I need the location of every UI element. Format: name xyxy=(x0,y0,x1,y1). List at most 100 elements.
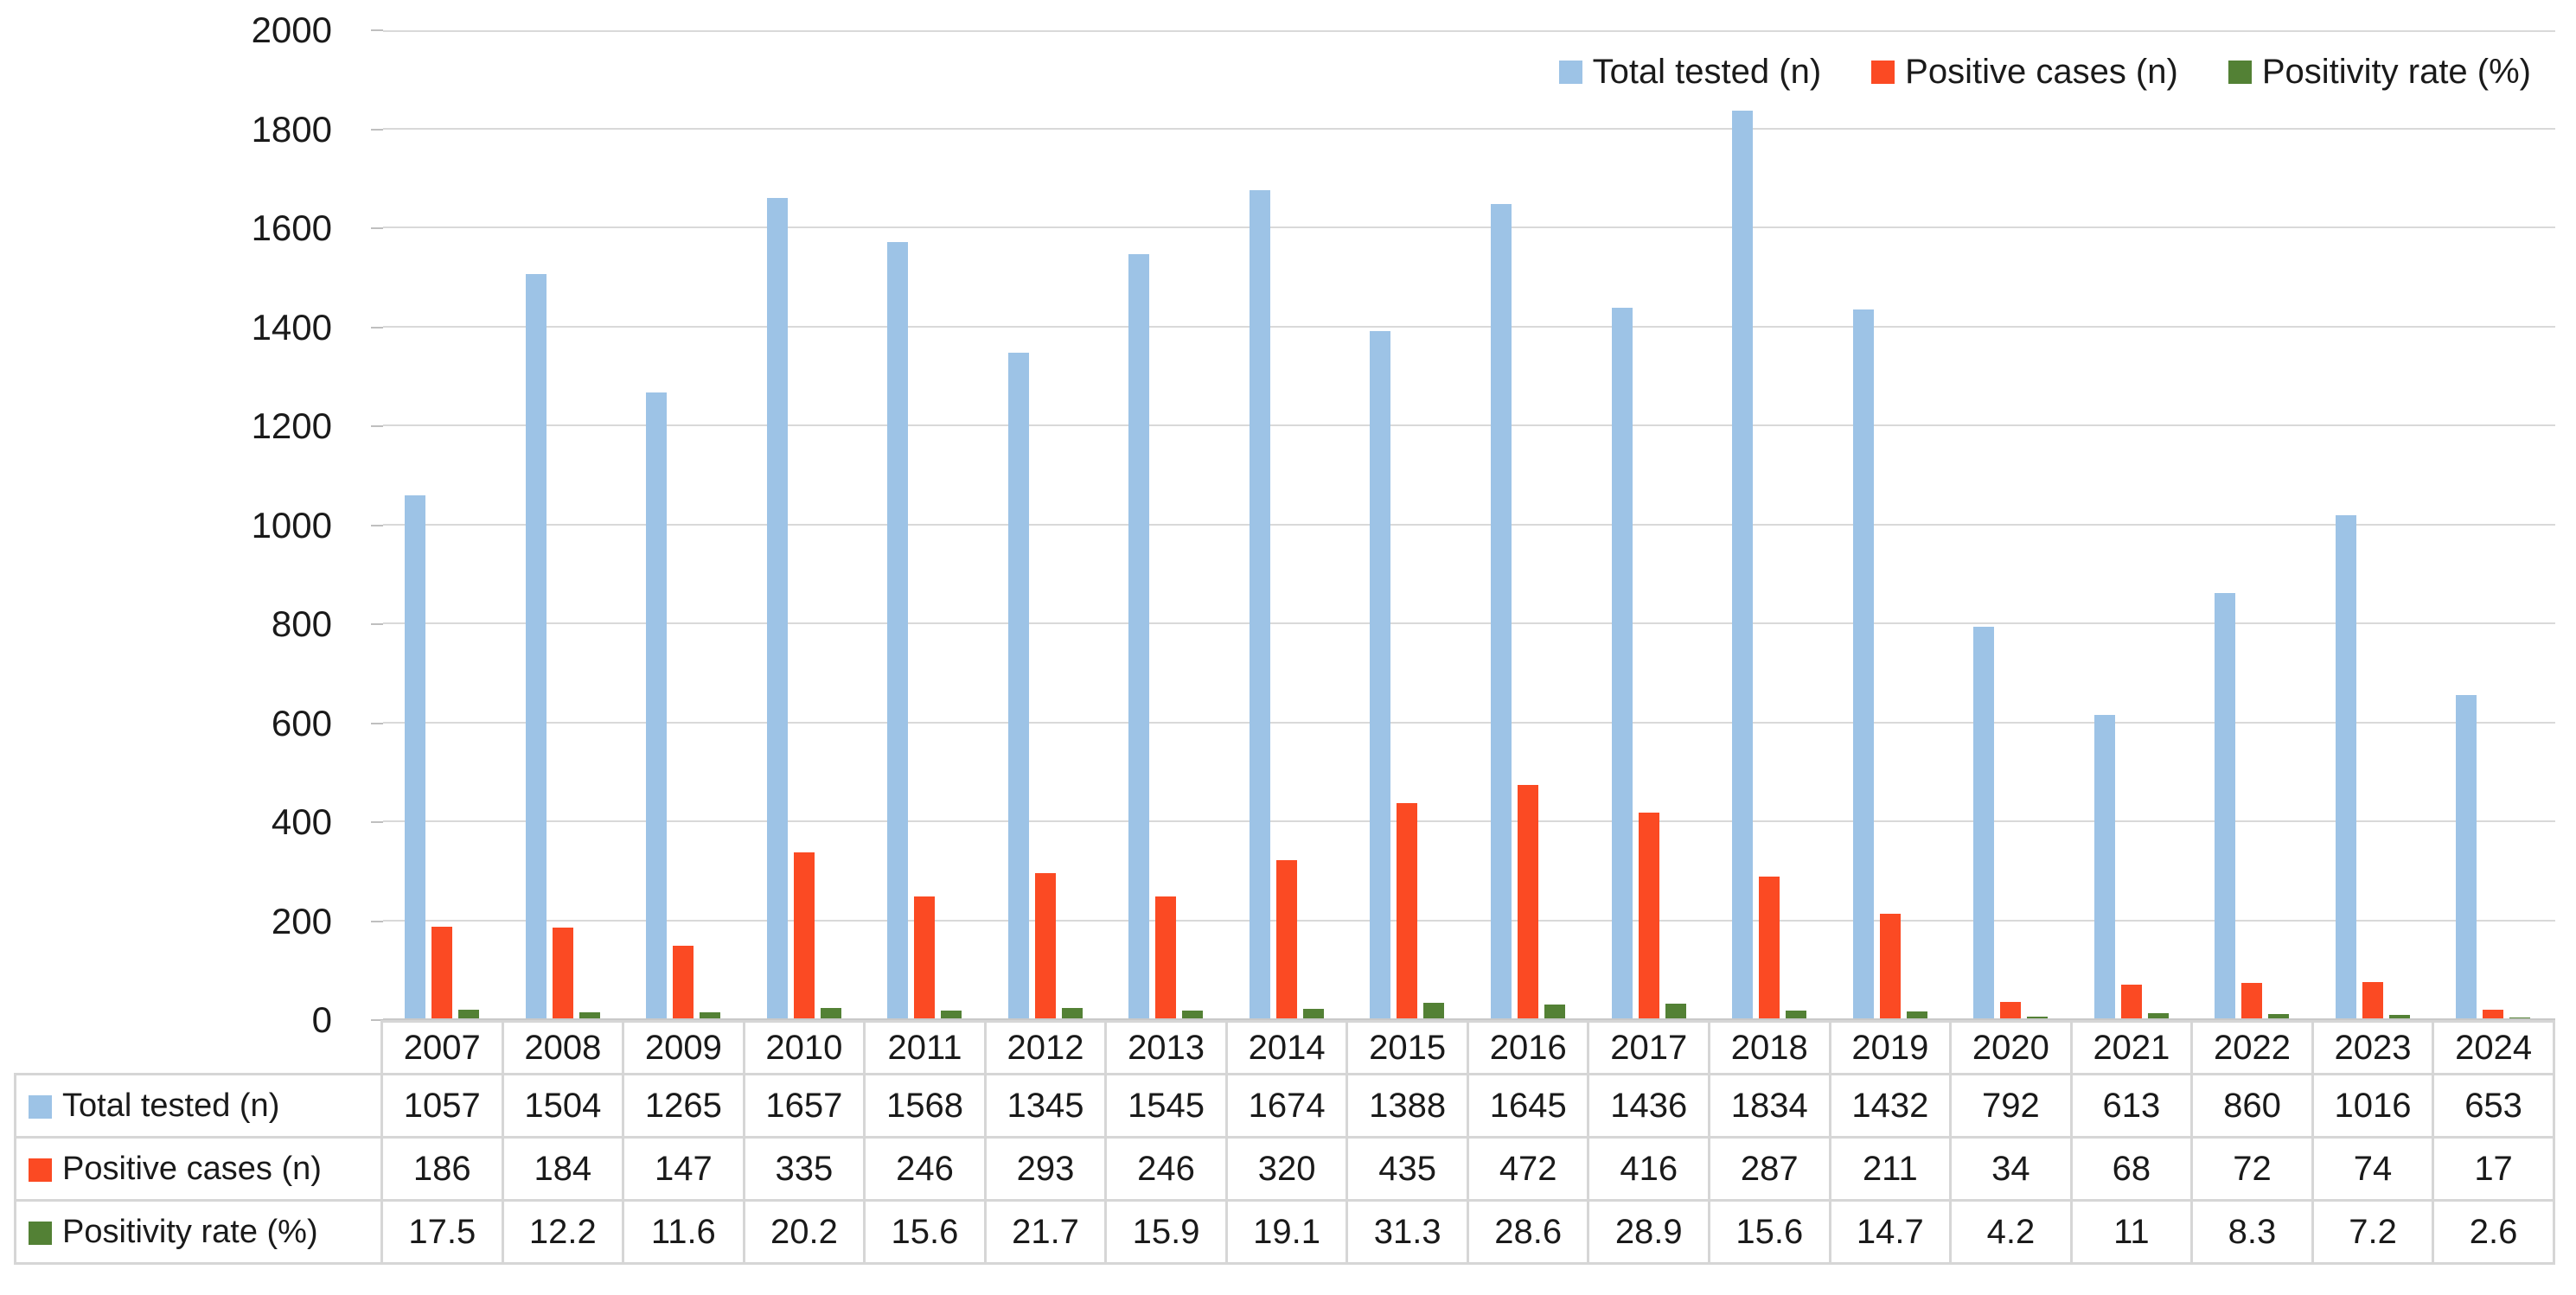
bar-total-tested-n-2007 xyxy=(405,494,425,1018)
y-axis-label-1400: 1400 xyxy=(251,306,332,348)
bar-total-tested-n-2011 xyxy=(887,242,909,1018)
cell-positive-cases-n-2008: 184 xyxy=(501,1136,625,1202)
y-axis-label-800: 800 xyxy=(271,603,332,644)
cell-positive-cases-n-2007: 186 xyxy=(380,1136,504,1202)
cell-positive-cases-n-2023: 74 xyxy=(2311,1136,2435,1202)
row-label-total-tested-n: Total tested (n) xyxy=(14,1073,383,1139)
cell-positivity-rate-2019: 14.7 xyxy=(1828,1199,1953,1265)
gridline-0 xyxy=(383,1018,2555,1020)
bar-positivity-rate-2017 xyxy=(1665,1004,1686,1018)
legend-label-total-tested: Total tested (n) xyxy=(1592,53,1822,91)
y-tick-1800 xyxy=(371,128,383,131)
y-tick-1600 xyxy=(371,227,383,229)
cell-positivity-rate-2010: 20.2 xyxy=(742,1199,866,1265)
bar-positivity-rate-2012 xyxy=(1061,1007,1083,1018)
y-tick-1400 xyxy=(371,326,383,329)
bar-total-tested-n-2017 xyxy=(1611,307,1633,1018)
cell-total-tested-n-2021: 613 xyxy=(2069,1073,2194,1139)
year-header-2015: 2015 xyxy=(1346,1020,1469,1075)
bar-positivity-rate-2016 xyxy=(1544,1004,1565,1018)
bar-positivity-rate-2020 xyxy=(2027,1016,2049,1018)
cell-positive-cases-n-2015: 435 xyxy=(1346,1136,1469,1202)
cell-positivity-rate-2011: 15.6 xyxy=(863,1199,987,1265)
bar-positivity-rate-2018 xyxy=(1786,1011,1807,1018)
bar-total-tested-n-2008 xyxy=(525,273,547,1018)
gridline-200 xyxy=(383,919,2555,922)
bar-group-2024 xyxy=(2434,30,2555,1020)
cell-total-tested-n-2016: 1645 xyxy=(1466,1073,1590,1139)
legend-item-positivity-rate: Positivity rate (%) xyxy=(2228,52,2531,92)
y-axis-label-600: 600 xyxy=(271,702,332,743)
row-label-positivity-rate: Positivity rate (%) xyxy=(14,1199,383,1265)
bar-positivity-rate-2021 xyxy=(2147,1012,2169,1018)
y-tick-1000 xyxy=(371,524,383,526)
cell-positive-cases-n-2020: 34 xyxy=(1949,1136,2073,1202)
gridline-1800 xyxy=(383,127,2555,130)
bar-positivity-rate-2008 xyxy=(578,1012,600,1018)
bar-total-tested-n-2016 xyxy=(1491,204,1512,1018)
cell-total-tested-n-2014: 1674 xyxy=(1224,1073,1349,1139)
y-axis-label-1800: 1800 xyxy=(251,108,332,150)
bar-group-2012 xyxy=(987,30,1108,1020)
cell-positive-cases-n-2024: 17 xyxy=(2432,1136,2555,1202)
cell-total-tested-n-2008: 1504 xyxy=(501,1073,625,1139)
y-axis-label-1600: 1600 xyxy=(251,207,332,248)
year-header-2020: 2020 xyxy=(1949,1020,2073,1075)
y-tick-0 xyxy=(371,1019,383,1021)
gridline-1000 xyxy=(383,523,2555,526)
y-axis-label-2000: 2000 xyxy=(251,10,332,50)
cell-positivity-rate-2012: 21.7 xyxy=(983,1199,1108,1265)
bar-positive-cases-n-2015 xyxy=(1397,802,1418,1018)
cell-positivity-rate-2009: 11.6 xyxy=(622,1199,745,1265)
cell-positivity-rate-2017: 28.9 xyxy=(1587,1199,1711,1265)
bar-positivity-rate-2015 xyxy=(1423,1003,1445,1018)
cell-positive-cases-n-2013: 246 xyxy=(1104,1136,1228,1202)
year-header-2022: 2022 xyxy=(2190,1020,2314,1075)
gridline-1400 xyxy=(383,325,2555,328)
y-tick-800 xyxy=(371,623,383,625)
cell-total-tested-n-2018: 1834 xyxy=(1708,1073,1831,1139)
cell-positive-cases-n-2018: 287 xyxy=(1708,1136,1831,1202)
bar-group-2008 xyxy=(504,30,625,1020)
legend-swatch-positivity-rate-icon xyxy=(2228,60,2252,84)
bar-positive-cases-n-2008 xyxy=(552,927,573,1018)
bar-positivity-rate-2023 xyxy=(2388,1014,2410,1018)
cell-positivity-rate-2021: 11 xyxy=(2069,1199,2194,1265)
legend-item-total-tested: Total tested (n) xyxy=(1558,52,1822,92)
bar-group-2010 xyxy=(745,30,866,1020)
year-header-2011: 2011 xyxy=(863,1020,987,1075)
cell-positive-cases-n-2014: 320 xyxy=(1224,1136,1349,1202)
year-header-2013: 2013 xyxy=(1104,1020,1228,1075)
bar-positive-cases-n-2021 xyxy=(2120,985,2142,1018)
year-header-2014: 2014 xyxy=(1224,1020,1349,1075)
y-axis-label-1200: 1200 xyxy=(251,405,332,446)
year-header-2017: 2017 xyxy=(1587,1020,1711,1075)
bar-positive-cases-n-2009 xyxy=(673,945,694,1018)
gridline-800 xyxy=(383,622,2555,624)
bar-total-tested-n-2013 xyxy=(1128,253,1150,1018)
bar-total-tested-n-2014 xyxy=(1249,189,1270,1018)
bar-group-2017 xyxy=(1590,30,1711,1020)
bar-positivity-rate-2010 xyxy=(820,1008,841,1018)
bar-positivity-rate-2022 xyxy=(2268,1014,2290,1018)
year-header-2012: 2012 xyxy=(983,1020,1108,1075)
bar-group-2016 xyxy=(1469,30,1590,1020)
year-header-2018: 2018 xyxy=(1708,1020,1831,1075)
cell-positivity-rate-2015: 31.3 xyxy=(1346,1199,1469,1265)
cell-total-tested-n-2015: 1388 xyxy=(1346,1073,1469,1139)
bar-total-tested-n-2010 xyxy=(766,198,788,1018)
bar-positivity-rate-2014 xyxy=(1302,1009,1324,1018)
cell-positivity-rate-2008: 12.2 xyxy=(501,1199,625,1265)
legend-label-positivity-rate: Positivity rate (%) xyxy=(2261,53,2531,91)
cell-positivity-rate-2020: 4.2 xyxy=(1949,1199,2073,1265)
bar-total-tested-n-2019 xyxy=(1852,309,1874,1018)
bar-group-2020 xyxy=(1952,30,2073,1020)
year-header-2023: 2023 xyxy=(2311,1020,2435,1075)
year-header-2008: 2008 xyxy=(501,1020,625,1075)
cell-total-tested-n-2022: 860 xyxy=(2190,1073,2314,1139)
cell-positive-cases-n-2019: 211 xyxy=(1828,1136,1953,1202)
bar-positive-cases-n-2012 xyxy=(1034,873,1056,1018)
year-header-2021: 2021 xyxy=(2069,1020,2194,1075)
y-tick-1200 xyxy=(371,425,383,427)
legend-item-positive-cases: Positive cases (n) xyxy=(1871,52,2178,92)
